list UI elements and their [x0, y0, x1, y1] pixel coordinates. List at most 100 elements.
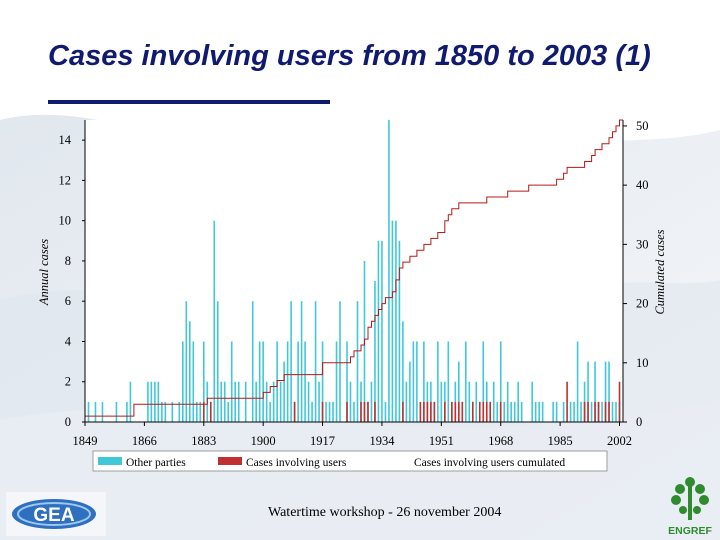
y-left-tick-label-7: 14 — [59, 133, 72, 147]
bar-other-117 — [580, 401, 582, 422]
y-left-tick-label-3: 6 — [65, 294, 71, 308]
bar-other-36 — [265, 381, 268, 422]
bar-other-109 — [538, 401, 540, 422]
bar-other-6 — [147, 381, 149, 422]
y-left-label: Annual cases — [37, 239, 51, 306]
y-right-tick-label-2: 20 — [636, 297, 649, 311]
legend-label-cumulated: Cases involving users cumulated — [414, 457, 565, 469]
y-left-tick-label-4: 8 — [65, 254, 71, 268]
bar-users-17 — [454, 401, 457, 422]
bar-users-16 — [451, 401, 453, 422]
bar-other-89 — [458, 361, 460, 422]
bar-other-43 — [290, 301, 292, 422]
bar-other-9 — [157, 381, 160, 422]
bar-other-24 — [216, 301, 219, 422]
y-left-tick-label-1: 2 — [65, 375, 71, 389]
bar-users-15 — [444, 401, 446, 422]
bar-other-98 — [492, 381, 495, 422]
bar-users-5 — [360, 401, 362, 422]
bar-other-5 — [129, 381, 132, 422]
bar-other-34 — [258, 341, 261, 422]
bar-users-12 — [426, 401, 429, 422]
legend: Other parties Cases involving users Case… — [92, 450, 608, 472]
bar-other-10 — [161, 401, 163, 422]
y-left-tick-label-5: 10 — [59, 214, 72, 228]
bar-other-79 — [423, 341, 425, 422]
bar-other-8 — [154, 381, 156, 422]
bar-other-61 — [356, 301, 359, 422]
bar-other-16 — [189, 321, 191, 422]
bar-users-1 — [209, 401, 212, 422]
bar-other-49 — [311, 401, 313, 422]
bar-other-28 — [230, 341, 233, 422]
users-bars — [202, 381, 621, 422]
bar-other-31 — [244, 381, 247, 422]
y-right-tick-label-0: 0 — [636, 415, 642, 429]
bar-other-12 — [171, 401, 174, 422]
bar-other-125 — [608, 361, 610, 422]
bar-other-123 — [601, 401, 603, 422]
y-left-tick-label-6: 12 — [59, 173, 72, 187]
bar-other-17 — [192, 341, 195, 422]
bar-other-48 — [307, 381, 310, 422]
x-tick-label-7: 1968 — [488, 434, 513, 448]
bar-other-37 — [269, 401, 271, 422]
legend-label-other: Other parties — [126, 457, 186, 469]
engref-logo: ENGREF — [668, 477, 712, 537]
bar-users-24 — [489, 401, 492, 422]
bar-other-94 — [475, 381, 478, 422]
bar-other-103 — [510, 401, 513, 422]
bar-users-28 — [587, 401, 589, 422]
bar-other-42 — [286, 341, 289, 422]
bar-other-3 — [115, 401, 118, 422]
bar-other-76 — [409, 361, 411, 422]
bar-users-8 — [374, 401, 376, 422]
bar-other-15 — [185, 301, 188, 422]
bar-other-56 — [335, 341, 338, 422]
bar-other-91 — [464, 341, 467, 422]
x-tick-label-0: 1849 — [73, 434, 98, 448]
bar-other-54 — [328, 401, 331, 422]
bar-users-0 — [202, 401, 205, 422]
bar-other-58 — [346, 341, 348, 422]
bar-other-52 — [321, 341, 324, 422]
bar-other-95 — [482, 341, 485, 422]
bar-other-74 — [402, 321, 404, 422]
bar-other-124 — [604, 361, 607, 422]
bar-users-27 — [583, 401, 586, 422]
bar-other-121 — [594, 361, 596, 422]
bar-users-21 — [478, 401, 481, 422]
y-left-tick-label-2: 4 — [65, 334, 72, 348]
bar-other-53 — [325, 401, 327, 422]
bar-other-78 — [416, 341, 418, 422]
bar-other-104 — [513, 401, 516, 422]
bar-other-51 — [318, 381, 320, 422]
bar-other-65 — [370, 381, 373, 422]
bar-other-40 — [279, 381, 282, 422]
bar-other-77 — [412, 341, 415, 422]
bar-other-13 — [178, 401, 181, 422]
bar-users-23 — [485, 401, 488, 422]
bar-other-101 — [503, 401, 506, 422]
bar-other-30 — [237, 381, 240, 422]
bar-other-47 — [304, 341, 306, 422]
bar-users-32 — [608, 401, 610, 422]
bar-other-99 — [496, 401, 499, 422]
bar-other-73 — [398, 240, 401, 422]
bar-other-75 — [405, 381, 408, 422]
bar-other-71 — [391, 220, 394, 422]
bar-other-116 — [576, 341, 579, 422]
bar-users-31 — [604, 401, 607, 422]
legend-swatch-users — [218, 457, 242, 465]
bar-other-111 — [552, 401, 554, 422]
y-right-tick-label-5: 50 — [636, 119, 649, 133]
bar-other-14 — [182, 341, 184, 422]
bar-other-57 — [339, 301, 341, 422]
bar-other-114 — [569, 401, 572, 422]
bar-users-14 — [433, 401, 436, 422]
bar-other-70 — [388, 120, 390, 422]
bar-other-107 — [531, 381, 533, 422]
bar-users-22 — [482, 401, 485, 422]
bar-other-11 — [164, 401, 167, 422]
